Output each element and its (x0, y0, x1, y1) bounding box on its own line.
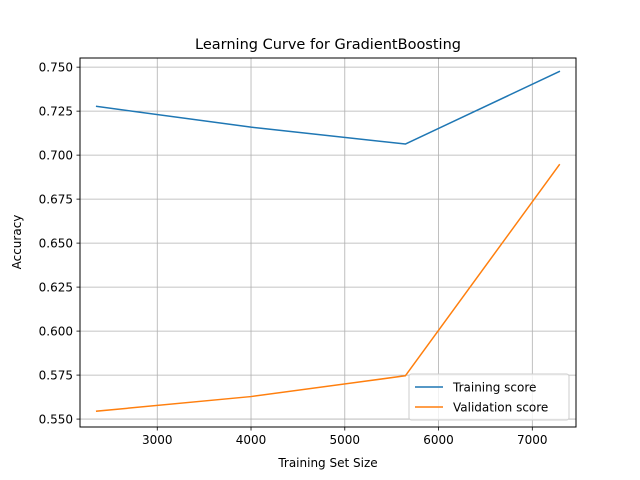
legend-box (408, 373, 570, 421)
x-tick-label: 3000 (142, 433, 173, 447)
legend-label: Validation score (453, 400, 548, 414)
y-tick-label: 0.550 (39, 412, 73, 426)
series-line-validation-score (95, 163, 561, 412)
y-tick-label: 0.725 (39, 104, 73, 118)
y-tick-label: 0.650 (39, 236, 73, 250)
legend-label: Training score (452, 380, 536, 394)
y-tick-label: 0.625 (39, 280, 73, 294)
x-tick-label: 4000 (236, 433, 267, 447)
grid-lines (80, 58, 576, 427)
series-lines (95, 70, 561, 412)
x-tick-label: 5000 (330, 433, 361, 447)
x-axis-label: Training Set Size (277, 456, 377, 470)
chart-title: Learning Curve for GradientBoosting (195, 37, 461, 53)
x-tick-label: 6000 (423, 433, 454, 447)
y-axis-label: Accuracy (10, 215, 24, 270)
axis-ticks: 3000 4000 5000 6000 7000 0.550 0.575 0.600 0.625… (39, 60, 548, 447)
y-tick-label: 0.750 (39, 60, 73, 74)
y-tick-label: 0.600 (39, 324, 73, 338)
y-tick-label: 0.575 (39, 368, 73, 382)
series-line-training-score (95, 70, 561, 145)
y-tick-label: 0.675 (39, 192, 73, 206)
x-tick-label: 7000 (517, 433, 548, 447)
y-tick-label: 0.700 (39, 148, 73, 162)
legend: Training score Validation score (408, 373, 570, 421)
plot-frame (79, 57, 577, 428)
plot-area (80, 58, 576, 427)
